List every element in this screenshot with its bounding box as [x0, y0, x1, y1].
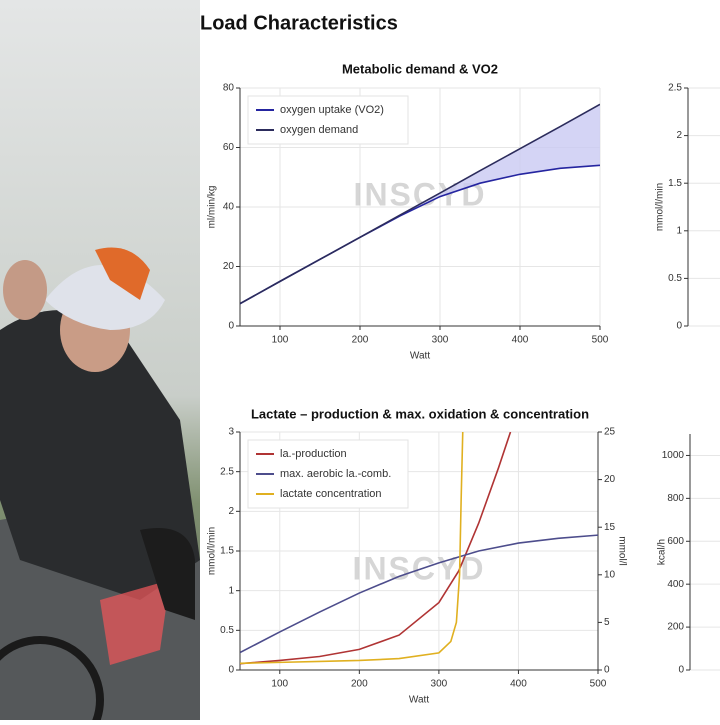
legend-label: lactate concentration [280, 488, 382, 500]
x-tick-label: 100 [271, 679, 288, 690]
x-tick-label: 200 [352, 335, 369, 346]
x-tick-label: 300 [432, 335, 449, 346]
y-tick-label: 20 [223, 261, 235, 272]
y-tick-label: 0 [676, 321, 682, 332]
series-line [240, 432, 464, 665]
chart: 0 0.5 1 1.5 2 2.5 mmol/l/min [655, 83, 720, 332]
plot-area [240, 432, 598, 665]
y-tick-label: 0 [228, 665, 234, 676]
y-tick-label: 1000 [662, 450, 685, 461]
y2-tick-label: 20 [604, 474, 616, 485]
photo [0, 0, 200, 725]
x-tick-label: 400 [512, 335, 529, 346]
legend-box [247, 95, 409, 145]
y-tick-label: 200 [667, 622, 684, 633]
y-tick-label: 400 [667, 579, 684, 590]
x-tick-label: 500 [590, 679, 607, 690]
y-tick-label: 0 [228, 321, 234, 332]
y-axis-label: kcal/h [657, 539, 668, 565]
y-tick-label: 80 [223, 83, 235, 94]
x-tick-label: 100 [272, 335, 289, 346]
chart-title: Lactate – production & max. oxidation & … [251, 406, 589, 421]
y2-tick-label: 10 [604, 569, 616, 580]
legend-label: oxygen demand [280, 124, 358, 136]
y-axis-label: ml/min/kg [207, 186, 218, 229]
y-tick-label: 600 [667, 536, 684, 547]
legend-box [247, 439, 409, 509]
chart: Lactate – production & max. oxidation & … [207, 406, 628, 705]
y2-tick-label: 5 [604, 617, 610, 628]
y2-tick-label: 25 [604, 427, 616, 438]
y-tick-label: 1.5 [668, 178, 682, 189]
y2-tick-label: 15 [604, 522, 616, 533]
chart-title: Metabolic demand & VO2 [342, 61, 498, 76]
chart: Metabolic demand & VO2 0 20 40 60 80 100 200 300… [207, 61, 609, 361]
page-heading: Load Characteristics [200, 12, 398, 34]
x-axis-label: Watt [409, 695, 429, 706]
y-axis-label: mmol/l/min [655, 183, 666, 231]
y-tick-label: 2.5 [668, 83, 682, 94]
y-tick-label: 3 [228, 427, 234, 438]
legend-label: max. aerobic la.-comb. [280, 468, 391, 480]
y-tick-label: 1 [676, 225, 682, 236]
y-tick-label: 2.5 [220, 466, 234, 477]
y-tick-label: 2 [676, 130, 682, 141]
legend-label: oxygen uptake (VO2) [280, 104, 384, 116]
y-tick-label: 0.5 [220, 625, 234, 636]
x-tick-label: 500 [592, 335, 609, 346]
series-line [240, 534, 598, 654]
legend-label: la.-production [280, 448, 347, 460]
y-axis-label: mmol/l/min [207, 527, 218, 575]
y-tick-label: 1.5 [220, 546, 234, 557]
plot-area [240, 103, 600, 305]
x-tick-label: 400 [510, 679, 527, 690]
y-tick-label: 2 [228, 506, 234, 517]
y-tick-label: 1 [228, 585, 234, 596]
series-line [240, 432, 512, 665]
y-tick-label: 0.5 [668, 273, 682, 284]
y2-tick-label: 0 [604, 665, 610, 676]
y-tick-label: 40 [223, 202, 235, 213]
chart: 0 200 400 600 800 1000 kcal/h [657, 434, 720, 676]
y-tick-label: 800 [667, 493, 684, 504]
series-line [240, 103, 600, 305]
y2-axis-label: mmol/l [616, 536, 627, 565]
y-tick-label: 60 [223, 142, 235, 153]
y-tick-label: 0 [678, 665, 684, 676]
x-tick-label: 300 [431, 679, 448, 690]
x-axis-label: Watt [410, 351, 430, 362]
x-tick-label: 200 [351, 679, 368, 690]
